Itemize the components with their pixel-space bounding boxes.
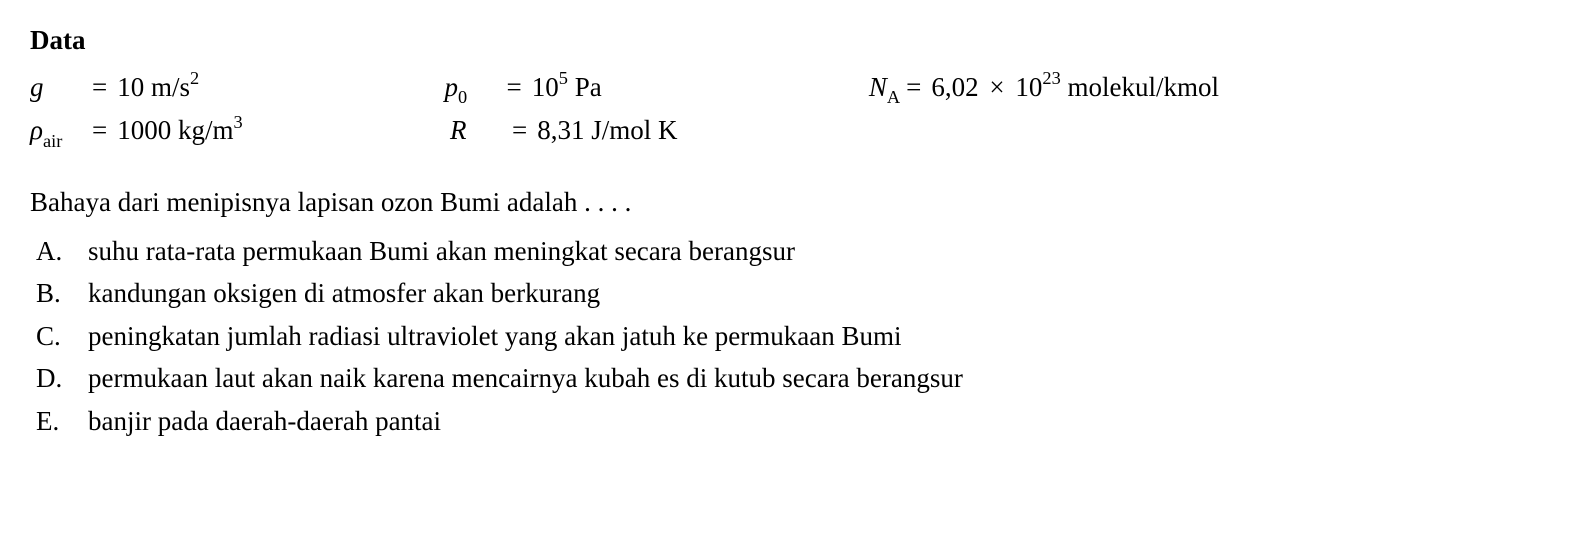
constant-na: NA = 6,02 × 1023 molekul/kmol: [869, 67, 1540, 111]
constant-r-symbol: R: [450, 110, 506, 151]
option-text: banjir pada daerah-daerah pantai: [88, 401, 441, 442]
equals-sign: =: [906, 67, 921, 108]
option-text: suhu rata-rata permukaan Bumi akan menin…: [88, 231, 795, 272]
constant-p0-symbol: p0: [445, 67, 501, 111]
constant-g: g = 10 m/s2: [30, 67, 445, 108]
constant-r: R = 8,31 J/mol K: [450, 110, 880, 151]
constant-rho-air-value: 1000 kg/m3: [117, 110, 242, 151]
option-text: peningkatan jumlah radiasi ultraviolet y…: [88, 316, 902, 357]
constants-block: g = 10 m/s2 p0 = 105 Pa NA = 6,02 × 1023…: [30, 67, 1540, 155]
option-e: E. banjir pada daerah-daerah pantai: [36, 401, 1540, 442]
options-list: A. suhu rata-rata permukaan Bumi akan me…: [30, 231, 1540, 442]
constant-r-value: 8,31 J/mol K: [537, 110, 677, 151]
constant-rho-air: ρair = 1000 kg/m3: [30, 110, 450, 154]
option-letter: C.: [36, 316, 88, 357]
constant-p0-value: 105 Pa: [532, 67, 602, 108]
equals-sign: =: [92, 110, 107, 151]
constant-p0: p0 = 105 Pa: [445, 67, 869, 111]
option-text: kandungan oksigen di atmosfer akan berku…: [88, 273, 600, 314]
option-letter: E.: [36, 401, 88, 442]
option-letter: D.: [36, 358, 88, 399]
option-a: A. suhu rata-rata permukaan Bumi akan me…: [36, 231, 1540, 272]
section-heading: Data: [30, 20, 1540, 61]
equals-sign: =: [512, 110, 527, 151]
option-letter: A.: [36, 231, 88, 272]
constant-rho-air-symbol: ρair: [30, 110, 86, 154]
constant-na-symbol: NA: [869, 67, 900, 111]
option-letter: B.: [36, 273, 88, 314]
constants-row-2: ρair = 1000 kg/m3 R = 8,31 J/mol K: [30, 110, 1540, 154]
constant-g-value: 10 m/s2: [117, 67, 199, 108]
option-c: C. peningkatan jumlah radiasi ultraviole…: [36, 316, 1540, 357]
option-d: D. permukaan laut akan naik karena menca…: [36, 358, 1540, 399]
option-b: B. kandungan oksigen di atmosfer akan be…: [36, 273, 1540, 314]
constant-na-value: 6,02 × 1023 molekul/kmol: [931, 67, 1219, 108]
constants-row-1: g = 10 m/s2 p0 = 105 Pa NA = 6,02 × 1023…: [30, 67, 1540, 111]
equals-sign: =: [507, 67, 522, 108]
question-text: Bahaya dari menipisnya lapisan ozon Bumi…: [30, 182, 1540, 223]
option-text: permukaan laut akan naik karena mencairn…: [88, 358, 963, 399]
constant-g-symbol: g: [30, 67, 86, 108]
equals-sign: =: [92, 67, 107, 108]
